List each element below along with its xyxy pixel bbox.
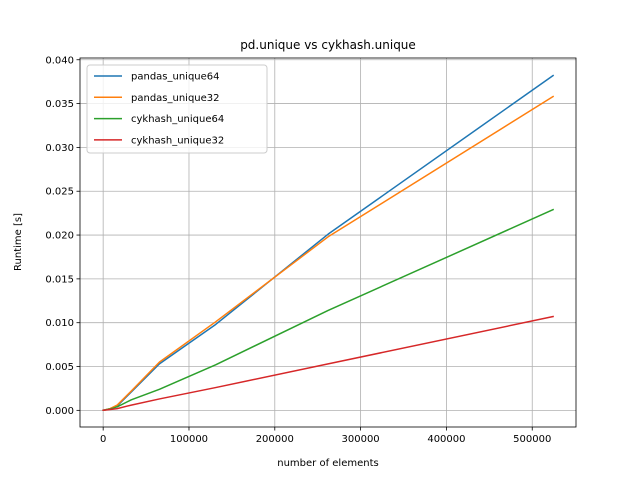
y-tick-label: 0.005	[45, 362, 74, 373]
legend-label-cykhash-unique64: cykhash_unique64	[131, 114, 224, 125]
y-tick-label: 0.035	[45, 99, 74, 110]
x-tick-label: 200000	[256, 434, 294, 445]
y-tick-label: 0.040	[45, 55, 74, 66]
legend-label-pandas-unique32: pandas_unique32	[131, 93, 220, 104]
y-tick-label: 0.015	[45, 274, 74, 285]
y-axis-label: Runtime [s]	[13, 213, 24, 271]
x-tick-label: 300000	[342, 434, 380, 445]
chart-title: pd.unique vs cykhash.unique	[240, 38, 416, 52]
legend-label-pandas-unique64: pandas_unique64	[131, 72, 220, 83]
y-tick-label: 0.030	[45, 143, 74, 154]
series-lines	[102, 74, 555, 412]
y-tick-label: 0.000	[45, 406, 74, 417]
plot-area-frame	[79, 57, 577, 428]
y-tick-label: 0.020	[45, 231, 74, 242]
x-tick-label: 0	[100, 434, 106, 445]
x-tick-label: 500000	[513, 434, 551, 445]
y-tick-label: 0.025	[45, 187, 74, 198]
legend-label-cykhash-unique32: cykhash_unique32	[131, 135, 224, 146]
series-line-cykhash-unique32	[102, 315, 554, 412]
axis-ticks: 0 100000 200000 300000 400000 500000 0.000 0.00…	[45, 55, 551, 445]
x-tick-label: 400000	[427, 434, 465, 445]
legend-box	[86, 64, 268, 154]
x-tick-label: 100000	[170, 434, 208, 445]
legend: pandas_unique64 pandas_unique32 cykhash_un…	[86, 64, 268, 154]
x-axis-label: number of elements	[277, 458, 378, 469]
y-tick-label: 0.010	[45, 318, 74, 329]
